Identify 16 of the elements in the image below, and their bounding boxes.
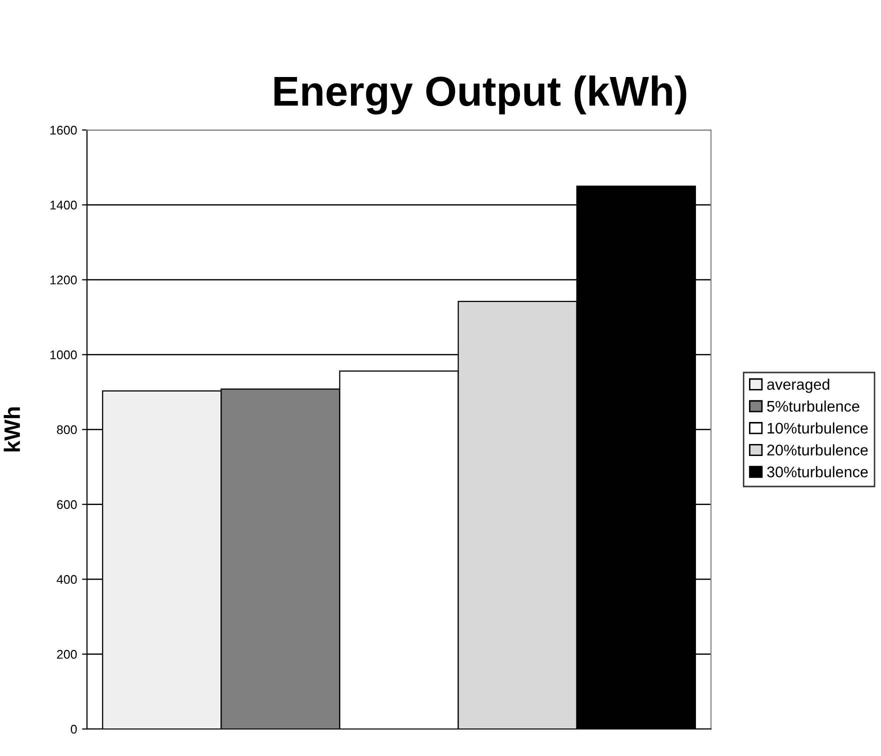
y-tick-label: 600 — [57, 500, 77, 510]
chart-title: Energy Output (kWh) — [274, 75, 686, 115]
y-tick-label: 0 — [70, 724, 77, 734]
y-tick-label: 1400 — [50, 200, 77, 210]
y-tick-label: 400 — [56, 575, 77, 584]
y-tick-label: 800 — [56, 425, 77, 434]
y-tick-label: 1200 — [50, 276, 77, 284]
y-axis-title: kWh — [4, 407, 20, 452]
legend-label: averaged — [767, 378, 830, 393]
y-tick-label: 1000 — [50, 350, 77, 360]
legend-label: 30%turbulence — [767, 466, 868, 478]
y-tick-label: 200 — [57, 650, 77, 659]
legend-label: 10%turbulence — [768, 422, 868, 434]
legend-label: 5%turbulence — [767, 400, 860, 412]
legend-label: 20%turbulence — [767, 444, 868, 456]
y-tick-label: 1600 — [50, 126, 77, 135]
